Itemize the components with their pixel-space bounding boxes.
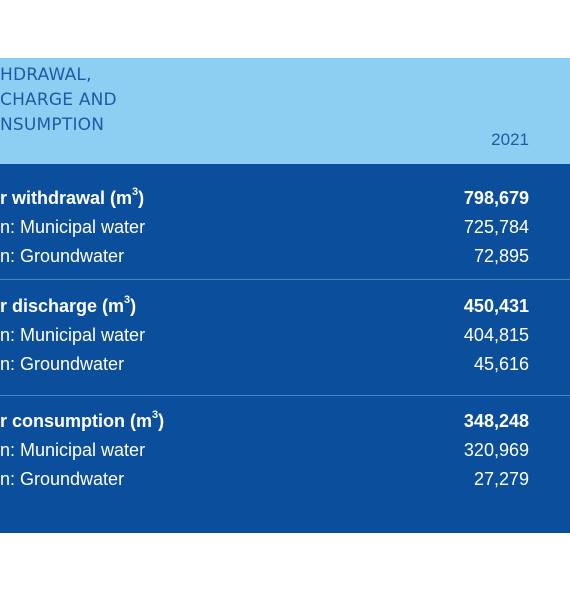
discharge-group: r discharge (m3) 450,431 n: Municipal wa… <box>0 280 570 395</box>
title-line: NSUMPTION <box>0 115 105 135</box>
row-value: 450,431 <box>463 296 529 316</box>
unit-superscript: 3 <box>132 186 139 198</box>
withdrawal-group: r withdrawal (m3) 798,679 n: Municipal w… <box>0 164 570 279</box>
table-row: r withdrawal (m3) 798,679 <box>0 186 570 217</box>
unit-superscript: 3 <box>152 409 159 421</box>
year-column-header: 2021 <box>491 130 529 149</box>
row-value: 72,895 <box>473 246 529 266</box>
row-label: n: Municipal water <box>0 217 146 237</box>
table-title: HDRAWAL, CHARGE AND NSUMPTION <box>0 63 117 138</box>
row-divider <box>0 395 570 396</box>
title-line: HDRAWAL, <box>0 65 92 85</box>
row-value: 320,969 <box>463 440 529 460</box>
table-row: n: Municipal water 320,969 <box>0 440 570 469</box>
table-header: HDRAWAL, CHARGE AND NSUMPTION 2021 <box>0 58 570 164</box>
table-row: r consumption (m3) 348,248 <box>0 409 570 440</box>
table-row: n: Groundwater 27,279 <box>0 469 570 498</box>
table-row: r discharge (m3) 450,431 <box>0 294 570 325</box>
table-row: n: Groundwater 72,895 <box>0 246 570 275</box>
row-divider <box>0 279 570 280</box>
row-value: 45,616 <box>473 354 529 374</box>
row-label: n: Municipal water <box>0 325 146 345</box>
table-row: n: Municipal water 725,784 <box>0 217 570 246</box>
row-label: n: Groundwater <box>0 354 125 374</box>
row-value: 348,248 <box>463 411 529 431</box>
unit-superscript: 3 <box>124 294 131 306</box>
row-label: n: Groundwater <box>0 469 125 489</box>
row-label: n: Municipal water <box>0 440 146 460</box>
row-value: 725,784 <box>463 217 529 237</box>
row-value: 798,679 <box>463 188 529 208</box>
water-table: HDRAWAL, CHARGE AND NSUMPTION 2021 r wit… <box>0 58 570 533</box>
table-row: n: Groundwater 45,616 <box>0 354 570 383</box>
consumption-group: r consumption (m3) 348,248 n: Municipal … <box>0 396 570 533</box>
row-label: r discharge (m3) <box>0 294 137 316</box>
row-value: 404,815 <box>463 325 529 345</box>
row-value: 27,279 <box>473 469 529 489</box>
table-body: r withdrawal (m3) 798,679 n: Municipal w… <box>0 164 570 533</box>
title-line: CHARGE AND <box>0 90 117 110</box>
row-label: n: Groundwater <box>0 246 125 266</box>
row-label: r consumption (m3) <box>0 409 165 431</box>
row-label: r withdrawal (m3) <box>0 186 145 208</box>
table-row: n: Municipal water 404,815 <box>0 325 570 354</box>
